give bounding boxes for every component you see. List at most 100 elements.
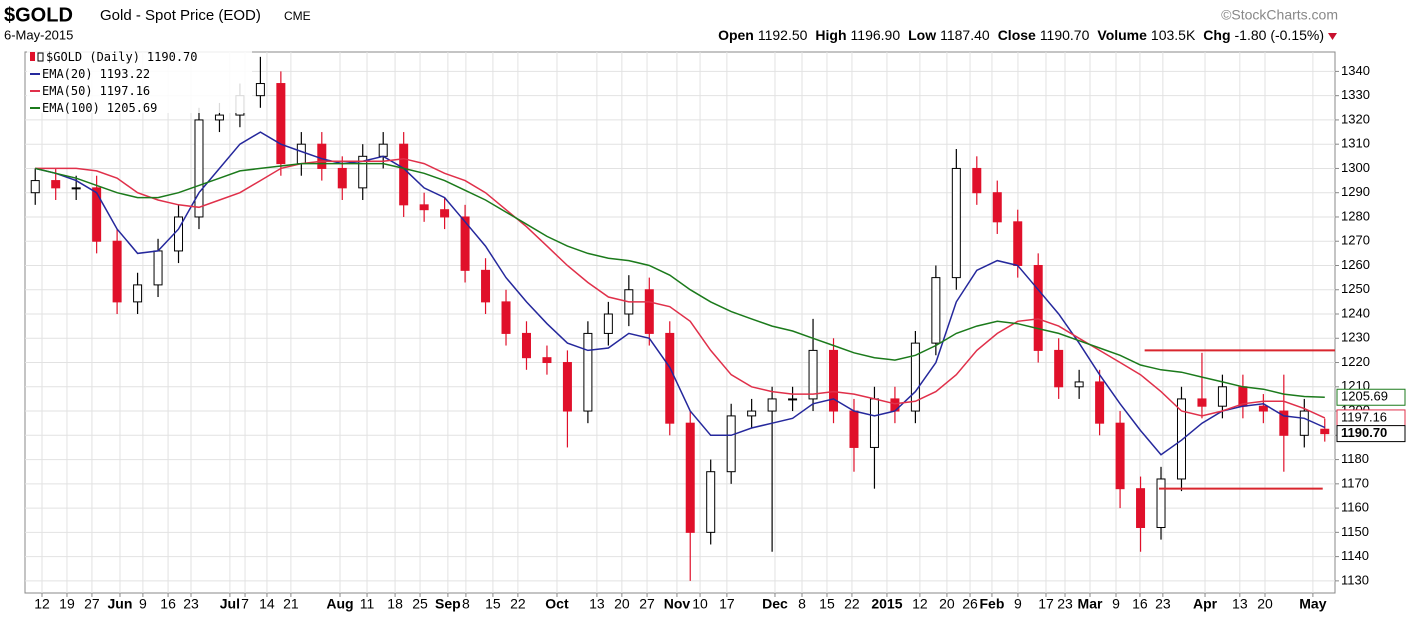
y-tick-label: 1130 — [1341, 572, 1369, 587]
candle-body — [440, 209, 450, 218]
candle-body — [951, 167, 961, 279]
legend-icon — [37, 52, 44, 62]
candle-body — [521, 332, 531, 359]
change-down-icon — [1328, 33, 1337, 40]
x-tick-label: 8 — [462, 596, 470, 612]
x-tick-label: 19 — [59, 596, 75, 612]
x-tick-label: 13 — [589, 596, 605, 612]
legend-label: EMA(20) 1193.22 — [42, 67, 150, 81]
y-tick-label: 1150 — [1341, 524, 1369, 539]
price-tag: 1197.16 — [1341, 409, 1387, 424]
y-tick-label: 1230 — [1341, 330, 1370, 345]
candle-body — [481, 269, 491, 303]
legend-name: $GOLD (Daily) — [46, 50, 140, 64]
candle-body — [747, 410, 757, 417]
ema-line — [35, 162, 1325, 398]
x-tick-label: 17 — [1038, 596, 1054, 612]
quote-label: High — [815, 27, 846, 43]
x-tick-label: 17 — [719, 596, 735, 612]
candle-body — [92, 187, 102, 242]
legend-value: 1193.22 — [100, 67, 151, 81]
candle-body — [931, 277, 941, 344]
candle-body — [460, 216, 470, 271]
quote-label: Open — [718, 27, 754, 43]
x-tick-label: Jun — [108, 596, 133, 612]
x-tick-label: 18 — [387, 596, 403, 612]
candle-body — [685, 422, 695, 533]
x-tick-label: 7 — [241, 596, 249, 612]
x-tick-label: 23 — [1155, 596, 1171, 612]
candle-body — [419, 204, 429, 211]
x-tick-label: 23 — [1057, 596, 1073, 612]
x-tick-label: 27 — [84, 596, 100, 612]
x-tick-label: 11 — [360, 596, 375, 612]
candle-body — [849, 410, 859, 448]
candle-body — [788, 398, 798, 401]
candle-body — [603, 313, 613, 334]
x-tick-label: 9 — [1112, 596, 1120, 612]
quote-value: 1190.70 — [1040, 27, 1090, 43]
legend-label: EMA(50) 1197.16 — [42, 84, 150, 98]
price-tag-box — [1336, 425, 1406, 443]
candle-body — [1013, 221, 1023, 266]
candle-body — [1074, 381, 1084, 388]
x-tick-label: Oct — [545, 596, 569, 612]
candle-body — [583, 332, 593, 412]
candle-body — [1299, 410, 1309, 436]
y-tick-label: 1300 — [1341, 160, 1370, 175]
candle-body — [1156, 478, 1166, 528]
candle-body — [317, 143, 327, 169]
price-tag-box — [1336, 388, 1406, 406]
legend-name: EMA(20) — [42, 67, 93, 81]
candle-body — [358, 155, 368, 189]
x-tick-label: 14 — [259, 596, 275, 612]
quote-value: -1.80 (-0.15%) — [1235, 27, 1324, 43]
grid — [25, 52, 1335, 593]
x-tick-label: Nov — [664, 596, 691, 612]
candle-body — [869, 398, 879, 448]
candle-body — [71, 187, 81, 190]
candle-body — [1033, 264, 1043, 351]
candle-body — [726, 415, 736, 473]
legend-label: $GOLD (Daily) 1190.70 — [46, 50, 198, 64]
quote-label: Volume — [1097, 27, 1147, 43]
candle-body — [194, 119, 204, 218]
y-tick-label: 1220 — [1341, 354, 1370, 369]
legend-name: EMA(100) — [42, 101, 100, 115]
legend: $GOLD (Daily) 1190.70 EMA(20) 1193.22 EMA(50… — [27, 49, 252, 115]
legend-icon — [30, 52, 35, 61]
x-tick-label: 13 — [1232, 596, 1248, 612]
y-tick-label: 1330 — [1341, 87, 1370, 102]
x-tick-label: Mar — [1078, 596, 1103, 612]
price-tag: 1190.70 — [1341, 425, 1387, 440]
x-tick-label: Aug — [326, 596, 353, 612]
candle-body — [665, 332, 675, 424]
x-tick-label: Dec — [762, 596, 788, 612]
y-tick-label: 1240 — [1341, 305, 1370, 320]
y-tick-label: 1250 — [1341, 281, 1370, 296]
candle-body — [706, 471, 716, 533]
x-tick-label: 10 — [692, 596, 708, 612]
quote-line: Open 1192.50 High 1196.90 Low 1187.40 Close 119… — [718, 27, 1324, 43]
legend-value: 1197.16 — [100, 84, 151, 98]
candle-body — [1197, 398, 1207, 407]
candle-body — [399, 143, 409, 206]
y-tick-label: 1340 — [1341, 63, 1370, 78]
y-tick-label: 1180 — [1341, 451, 1369, 466]
ema-line — [35, 131, 1326, 456]
x-tick-label: 12 — [912, 596, 928, 612]
x-tick-label: 12 — [34, 596, 50, 612]
candle-body — [910, 342, 920, 412]
x-tick-label: 20 — [939, 596, 955, 612]
y-tick-label: 1310 — [1341, 136, 1370, 151]
candle-body — [808, 349, 818, 400]
candle-body — [174, 216, 184, 252]
y-tick-label: 1290 — [1341, 184, 1370, 199]
candle-body — [296, 143, 306, 165]
candle-body — [1258, 405, 1268, 412]
x-tick-label: 22 — [844, 596, 860, 612]
chart-title: $GOLD — [4, 4, 73, 26]
candle-body — [501, 301, 511, 334]
quote-value: 1196.90 — [851, 27, 901, 43]
